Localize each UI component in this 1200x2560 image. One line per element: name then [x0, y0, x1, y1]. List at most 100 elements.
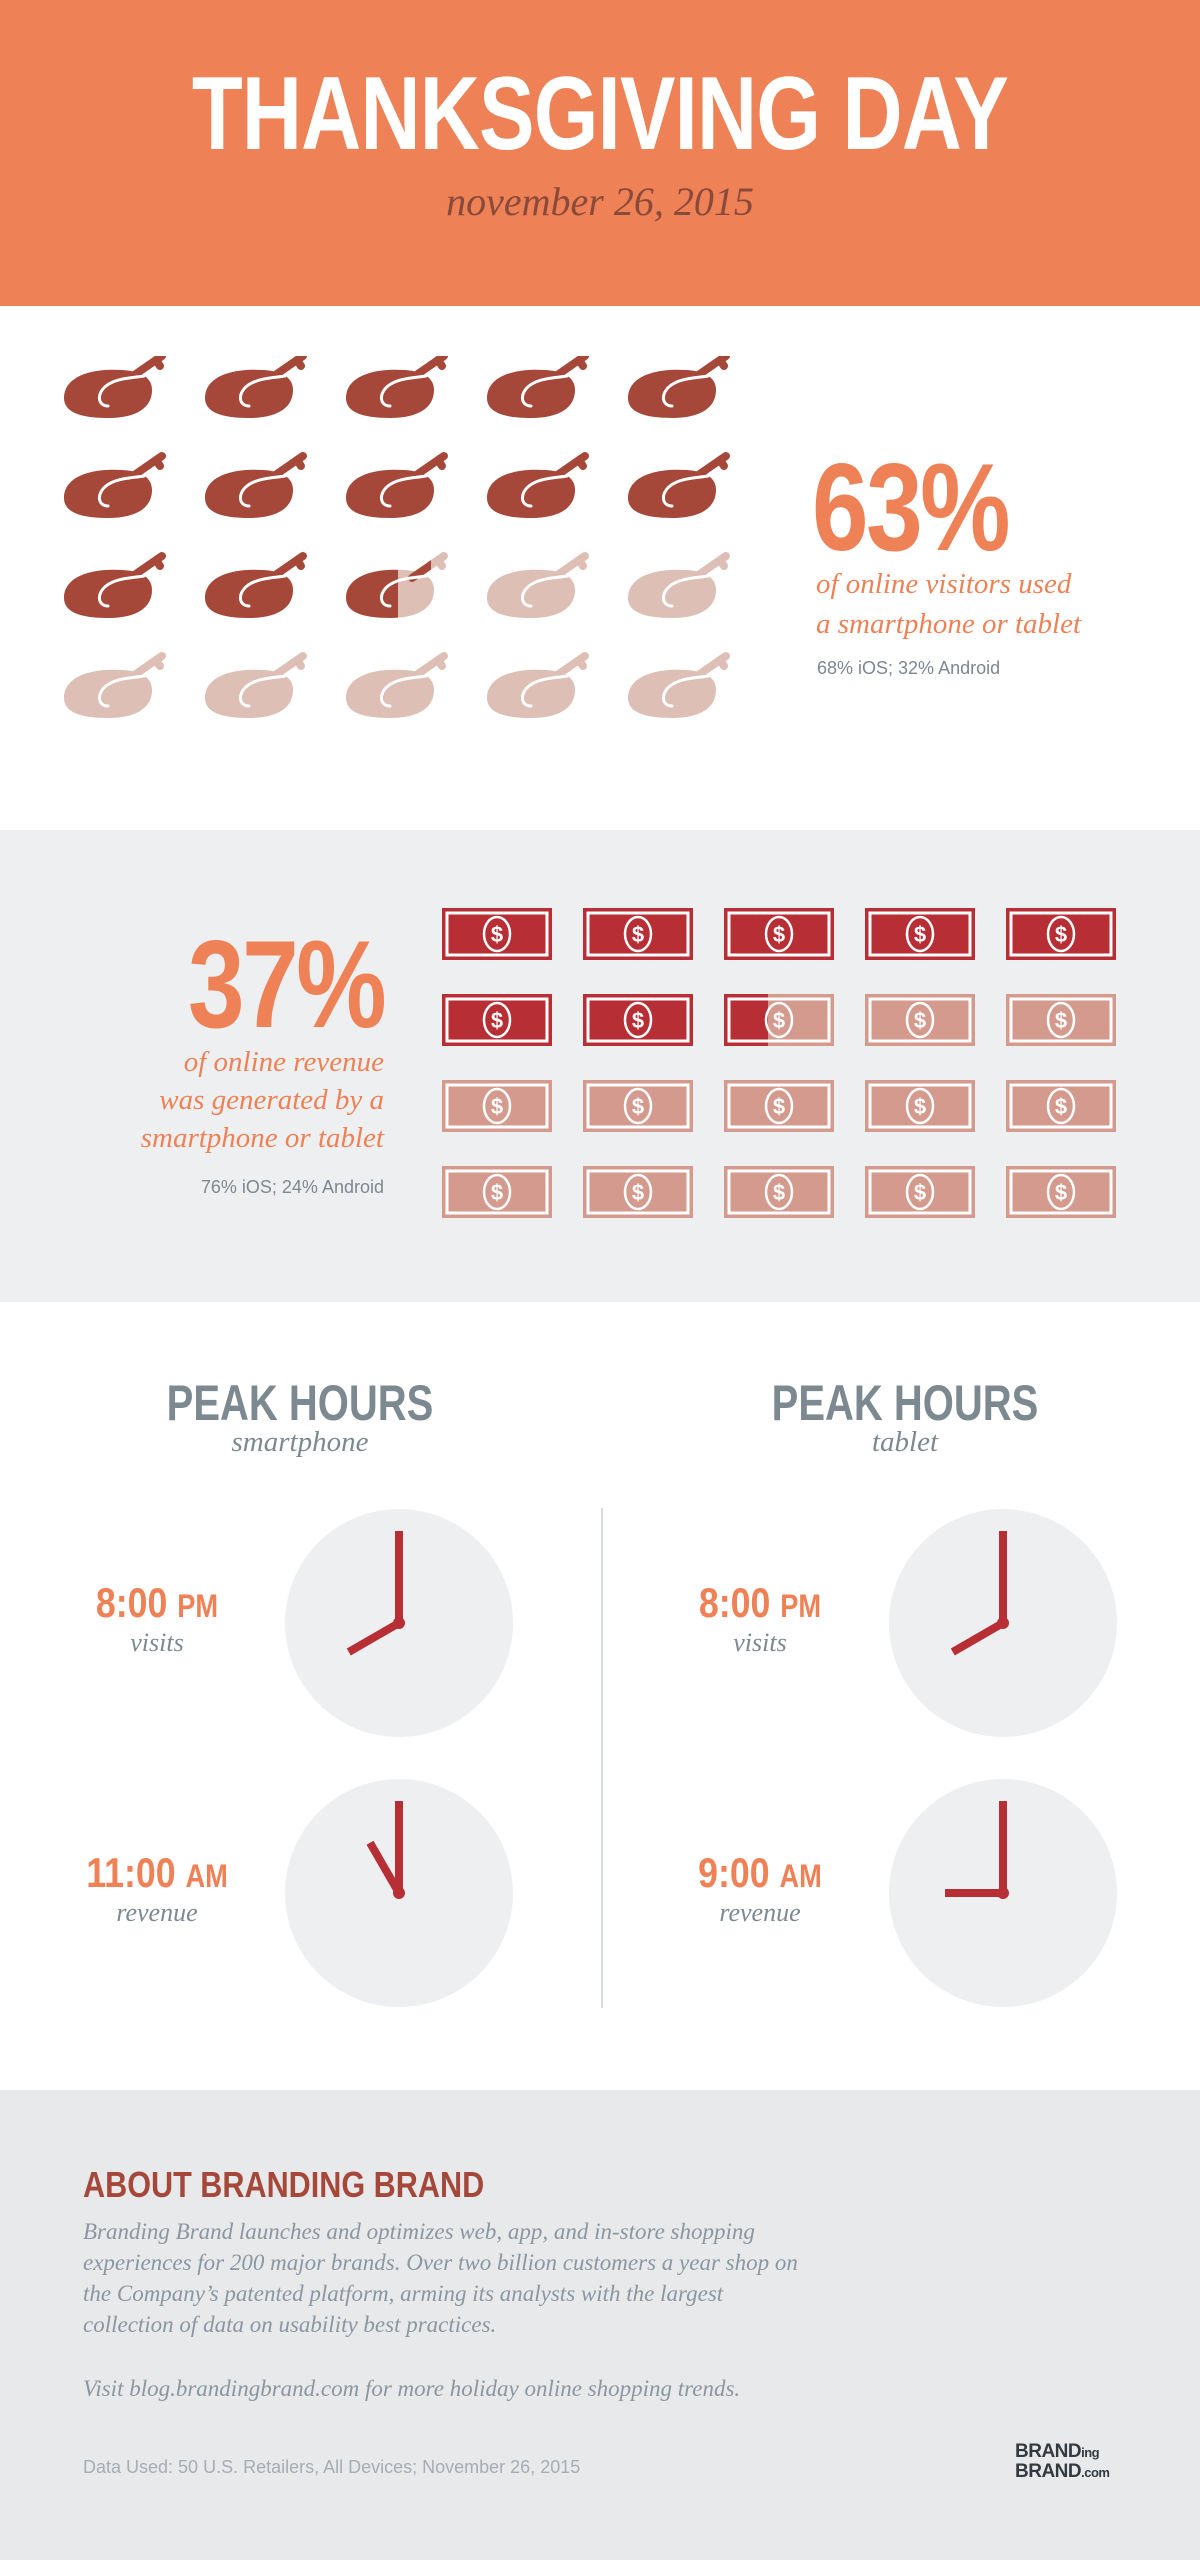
turkey-icon — [64, 552, 166, 618]
turkey-icon — [205, 356, 307, 418]
dollar-bill-icon: $ — [724, 908, 834, 960]
turkey-icon — [205, 552, 307, 618]
revenue-description-line2: was generated by a — [159, 1084, 384, 1116]
dollar-bill-icon-grid: $ $ $ $ $ $ $ $ $ $ $ $ $ $ $ $ $ $ $ $ — [442, 908, 1116, 1218]
svg-text:$: $ — [773, 1008, 785, 1033]
visit-blog-text: Visit blog.brandingbrand.com for more ho… — [83, 2376, 741, 2401]
turkey-icon — [205, 652, 307, 718]
about-description: Branding Brand launches and optimizes we… — [83, 2219, 798, 2337]
visitors-percent: 63% — [812, 439, 1011, 577]
dollar-bill-icon: $ — [583, 1080, 693, 1132]
turkey-icon — [346, 356, 448, 418]
peak-hours-title-tablet: PEAK HOURS — [771, 1375, 1039, 1431]
turkey-icon — [628, 452, 730, 518]
svg-text:$: $ — [914, 1180, 926, 1205]
visitors-description-line1: of online visitors used — [816, 568, 1072, 600]
svg-text:$: $ — [914, 1094, 926, 1119]
svg-text:$: $ — [632, 1094, 644, 1119]
clock-icon — [889, 1779, 1117, 2007]
dollar-bill-icon: $ — [865, 994, 975, 1046]
svg-text:$: $ — [632, 1008, 644, 1033]
turkey-icon — [346, 452, 448, 518]
revenue-description-line1: of online revenue — [183, 1046, 384, 1078]
svg-text:$: $ — [491, 922, 503, 947]
turkey-icon — [628, 356, 730, 418]
dollar-bill-icon: $ — [442, 1080, 552, 1132]
dollar-bill-icon: $ — [1006, 1166, 1116, 1218]
dollar-bill-icon: $ — [865, 908, 975, 960]
svg-text:$: $ — [632, 922, 644, 947]
turkey-icon — [64, 356, 166, 418]
turkey-icon — [346, 652, 448, 718]
svg-text:$: $ — [491, 1180, 503, 1205]
svg-text:$: $ — [1055, 922, 1067, 947]
peak-hours-title-smartphone: PEAK HOURS — [166, 1375, 434, 1431]
svg-text:$: $ — [491, 1094, 503, 1119]
column-divider — [601, 1508, 603, 2008]
turkey-icon — [487, 652, 589, 718]
page-date: november 26, 2015 — [446, 179, 754, 224]
dollar-bill-icon: $ — [1006, 1080, 1116, 1132]
dollar-bill-icon: $ — [1006, 994, 1116, 1046]
tablet-revenue-label: revenue — [719, 1898, 801, 1927]
turkey-icon — [628, 552, 730, 618]
clock-icon — [285, 1779, 513, 2007]
data-source-note: Data Used: 50 U.S. Retailers, All Device… — [83, 2457, 581, 2477]
dollar-bill-icon: $ — [865, 1166, 975, 1218]
smartphone-revenue-label: revenue — [116, 1898, 198, 1927]
dollar-bill-icon: $ — [724, 994, 834, 1046]
svg-text:$: $ — [632, 1180, 644, 1205]
svg-text:$: $ — [773, 922, 785, 947]
header-banner: THANKSGIVING DAY november 26, 2015 — [0, 0, 1200, 306]
dollar-bill-icon: $ — [724, 1166, 834, 1218]
page-title: THANKSGIVING DAY — [191, 56, 1009, 172]
peak-hours-section: PEAK HOURS smartphone 8:00 PM visits 11:… — [0, 1302, 1200, 2090]
about-title: ABOUT BRANDING BRAND — [83, 2164, 485, 2205]
turkey-icon-grid — [64, 356, 730, 718]
revenue-description-line3: smartphone or tablet — [140, 1122, 384, 1154]
svg-text:$: $ — [1055, 1180, 1067, 1205]
about-section: ABOUT BRANDING BRAND Branding Brand laun… — [0, 2090, 1200, 2560]
turkey-icon — [487, 356, 589, 418]
turkey-icon — [487, 452, 589, 518]
smartphone-visits-time: 8:00 PM — [95, 1579, 219, 1626]
turkey-icon — [346, 552, 448, 618]
branding-brand-logo: BRANDing BRAND.com — [1015, 2441, 1110, 2482]
visitors-description-line2: a smartphone or tablet — [816, 608, 1082, 640]
svg-text:$: $ — [773, 1094, 785, 1119]
dollar-bill-icon: $ — [724, 1080, 834, 1132]
visitors-section: 63% of online visitors used a smartphone… — [0, 306, 1200, 830]
svg-text:$: $ — [773, 1180, 785, 1205]
turkey-icon — [205, 452, 307, 518]
turkey-icon — [628, 652, 730, 718]
svg-text:$: $ — [914, 1008, 926, 1033]
revenue-section: 37% of online revenue was generated by a… — [0, 830, 1200, 1302]
peak-hours-device-tablet: tablet — [871, 1426, 939, 1458]
dollar-bill-icon: $ — [442, 994, 552, 1046]
dollar-bill-icon: $ — [1006, 908, 1116, 960]
dollar-bill-icon: $ — [865, 1080, 975, 1132]
clock-icon — [285, 1509, 513, 1737]
smartphone-revenue-time: 11:00 AM — [86, 1849, 228, 1896]
dollar-bill-icon: $ — [583, 1166, 693, 1218]
svg-text:$: $ — [1055, 1008, 1067, 1033]
turkey-icon — [64, 452, 166, 518]
revenue-percent: 37% — [187, 916, 387, 1054]
tablet-visits-label: visits — [733, 1628, 787, 1657]
turkey-icon — [64, 652, 166, 718]
visitors-os-split: 68% iOS; 32% Android — [817, 658, 1001, 678]
peak-hours-device-smartphone: smartphone — [231, 1426, 369, 1458]
svg-text:$: $ — [914, 922, 926, 947]
dollar-bill-icon: $ — [442, 1166, 552, 1218]
smartphone-visits-label: visits — [130, 1628, 184, 1657]
svg-text:$: $ — [491, 1008, 503, 1033]
tablet-revenue-time: 9:00 AM — [698, 1849, 822, 1896]
clock-icon — [889, 1509, 1117, 1737]
turkey-icon — [487, 552, 589, 618]
dollar-bill-icon: $ — [583, 908, 693, 960]
dollar-bill-icon: $ — [442, 908, 552, 960]
svg-text:$: $ — [1055, 1094, 1067, 1119]
tablet-visits-time: 8:00 PM — [698, 1579, 822, 1626]
revenue-os-split: 76% iOS; 24% Android — [200, 1177, 384, 1197]
dollar-bill-icon: $ — [583, 994, 693, 1046]
